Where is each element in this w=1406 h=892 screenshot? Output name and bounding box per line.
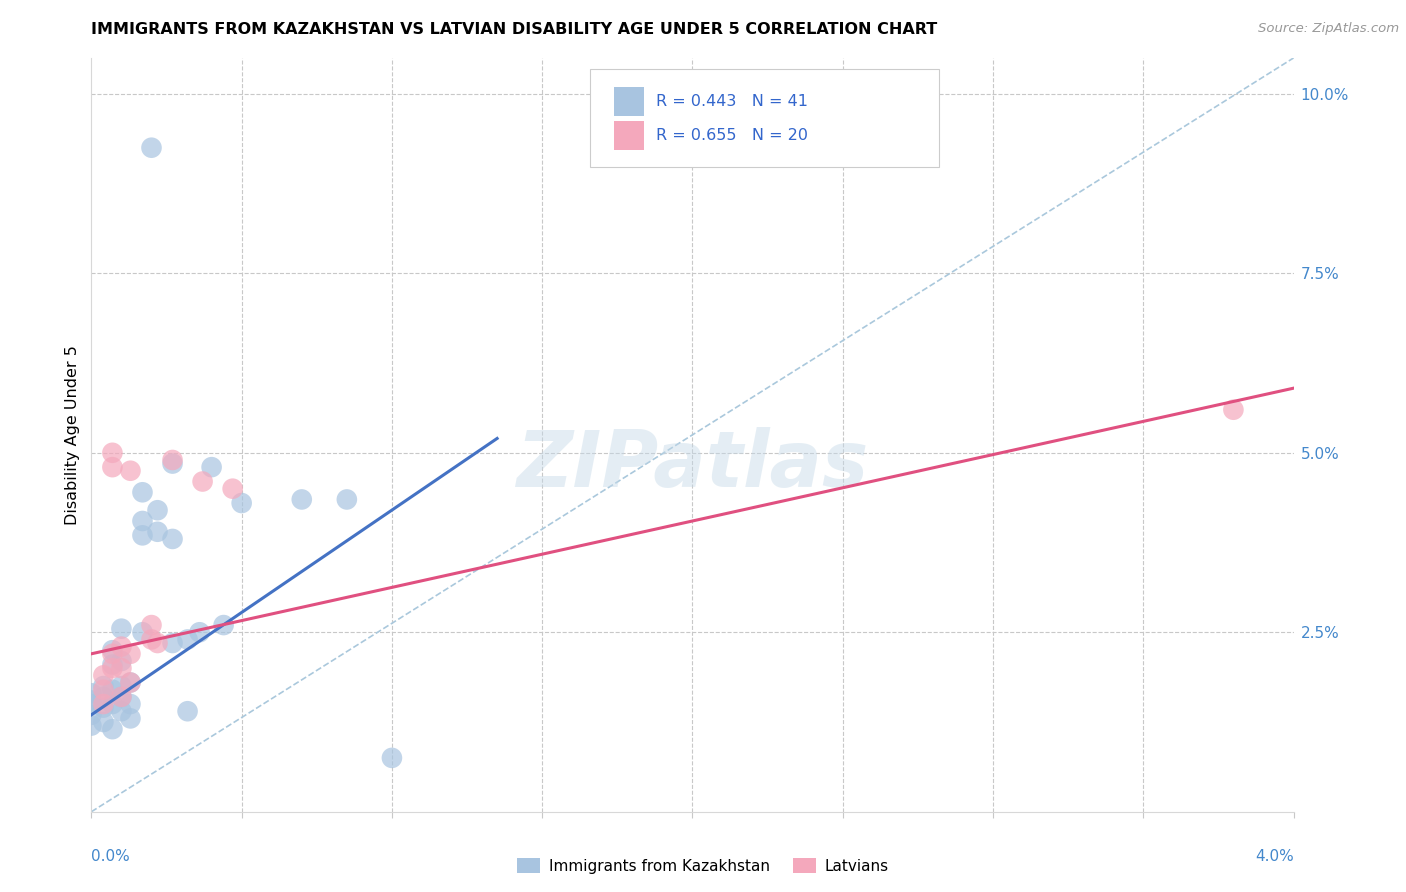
Point [176,632,198,647]
Point [101,657,124,672]
Point [131,625,153,640]
Point [101,682,124,697]
Point [141,618,163,632]
Point [212,618,235,632]
Point [141,632,163,647]
Point [120,675,142,690]
Point [80,718,103,732]
Point [141,141,163,155]
Point [80,697,103,711]
Point [93,679,115,693]
Point [131,485,153,500]
Point [231,496,253,510]
Point [93,682,115,697]
Point [101,460,124,475]
Text: R = 0.655   N = 20: R = 0.655 N = 20 [657,128,808,143]
Y-axis label: Disability Age Under 5: Disability Age Under 5 [65,345,80,524]
Point [120,647,142,661]
Point [80,707,103,722]
Point [1222,402,1244,417]
Point [336,492,359,507]
Point [93,690,115,704]
Point [93,700,115,714]
Point [101,643,124,657]
FancyBboxPatch shape [614,121,644,150]
Point [110,654,132,668]
Point [131,528,153,542]
Point [110,622,132,636]
Point [381,751,404,765]
Point [162,532,184,546]
Point [120,711,142,725]
Point [110,690,132,704]
Point [146,503,169,517]
Point [188,625,211,640]
Point [101,647,124,661]
Text: Source: ZipAtlas.com: Source: ZipAtlas.com [1258,22,1399,36]
Point [146,636,169,650]
FancyBboxPatch shape [614,87,644,116]
Point [120,697,142,711]
Point [80,693,103,707]
Point [131,514,153,528]
Point [110,690,132,704]
Point [291,492,314,507]
Point [162,457,184,471]
Text: IMMIGRANTS FROM KAZAKHSTAN VS LATVIAN DISABILITY AGE UNDER 5 CORRELATION CHART: IMMIGRANTS FROM KAZAKHSTAN VS LATVIAN DI… [91,22,938,37]
Point [120,464,142,478]
Point [101,446,124,460]
Point [162,453,184,467]
Point [80,686,103,700]
Point [201,460,224,475]
Point [110,661,132,675]
Point [191,475,214,489]
Point [93,697,115,711]
Text: 4.0%: 4.0% [1254,849,1294,864]
Point [101,722,124,736]
Point [110,640,132,654]
Text: R = 0.443   N = 41: R = 0.443 N = 41 [657,95,808,109]
Point [93,668,115,682]
Point [120,675,142,690]
Text: 0.0%: 0.0% [91,849,131,864]
Point [162,636,184,650]
Text: ZIPatlas: ZIPatlas [516,427,869,503]
Point [110,704,132,718]
Point [101,661,124,675]
Legend: Immigrants from Kazakhstan, Latvians: Immigrants from Kazakhstan, Latvians [510,852,896,880]
Point [176,704,198,718]
FancyBboxPatch shape [591,70,939,168]
Point [146,524,169,539]
Point [221,482,243,496]
Point [110,679,132,693]
Point [93,714,115,729]
Point [101,697,124,711]
